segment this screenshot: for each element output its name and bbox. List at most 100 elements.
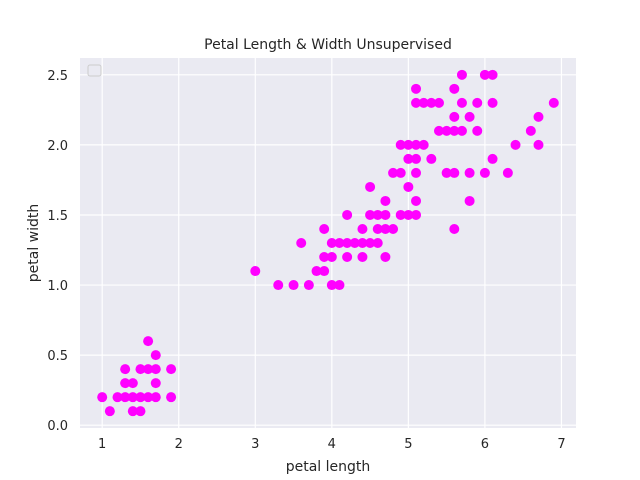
- data-point: [135, 392, 146, 403]
- data-point: [449, 167, 460, 178]
- data-point: [380, 195, 391, 206]
- data-point: [365, 209, 376, 220]
- data-point: [411, 83, 422, 94]
- data-point: [326, 238, 337, 248]
- data-point: [143, 364, 154, 375]
- data-point: [319, 266, 330, 277]
- x-tick-label: 2: [175, 437, 183, 452]
- data-point: [303, 280, 314, 291]
- data-point: [135, 406, 146, 417]
- data-point: [426, 153, 437, 164]
- data-point: [449, 223, 460, 234]
- data-point: [150, 350, 161, 361]
- data-point: [395, 167, 406, 178]
- data-point: [449, 111, 460, 122]
- data-point: [395, 139, 406, 150]
- y-tick-label: 2.5: [47, 69, 68, 84]
- data-point: [380, 223, 391, 234]
- x-tick-label: 3: [251, 437, 259, 452]
- data-point: [487, 153, 498, 164]
- data-point: [395, 209, 406, 220]
- data-point: [403, 209, 414, 220]
- data-point: [411, 139, 422, 150]
- data-point: [411, 167, 422, 178]
- data-point: [464, 195, 475, 206]
- data-point: [380, 209, 391, 220]
- data-point: [388, 223, 399, 234]
- data-point: [403, 139, 414, 150]
- data-point: [411, 97, 422, 108]
- data-point: [273, 280, 284, 291]
- data-point: [97, 392, 108, 403]
- data-point: [166, 364, 177, 375]
- y-tick-label: 0.0: [47, 419, 68, 434]
- data-point: [326, 280, 337, 291]
- data-point: [357, 223, 368, 234]
- data-point: [487, 69, 498, 80]
- data-point: [127, 392, 138, 403]
- data-point: [510, 139, 521, 150]
- data-point: [403, 181, 414, 192]
- data-point: [127, 378, 138, 389]
- data-point: [104, 406, 115, 417]
- data-point: [464, 167, 475, 178]
- data-point: [326, 252, 337, 263]
- x-tick-label: 4: [328, 437, 336, 452]
- data-point: [135, 364, 146, 375]
- data-point: [357, 238, 368, 248]
- data-point: [411, 209, 422, 220]
- data-point: [120, 392, 131, 403]
- data-point: [342, 238, 353, 248]
- data-point: [296, 238, 307, 248]
- legend-box: [87, 64, 102, 77]
- x-tick-label: 5: [404, 437, 412, 452]
- data-point: [166, 392, 177, 403]
- data-point: [533, 111, 544, 122]
- y-tick-label: 1.5: [47, 209, 68, 224]
- data-point: [456, 69, 467, 80]
- data-point: [319, 252, 330, 263]
- y-tick-labels: 0.0 0.5 1.0 1.5 2.0 2.5: [47, 69, 68, 434]
- data-point: [403, 153, 414, 164]
- data-point: [464, 111, 475, 122]
- y-axis-label: petal width: [26, 204, 42, 283]
- data-point: [433, 125, 444, 136]
- y-tick-label: 2.0: [47, 139, 68, 154]
- data-point: [342, 209, 353, 220]
- data-point: [548, 97, 559, 108]
- data-point: [449, 125, 460, 136]
- data-point: [342, 252, 353, 263]
- data-point: [120, 378, 131, 389]
- data-point: [120, 364, 131, 375]
- data-point: [357, 252, 368, 263]
- data-point: [365, 238, 376, 248]
- data-point: [479, 69, 490, 80]
- data-point: [426, 97, 437, 108]
- data-point: [449, 83, 460, 94]
- data-point: [456, 97, 467, 108]
- data-point: [441, 125, 452, 136]
- data-point: [112, 392, 123, 403]
- data-point: [472, 97, 483, 108]
- data-point: [441, 167, 452, 178]
- data-point: [388, 167, 399, 178]
- data-point: [349, 238, 360, 248]
- data-point: [380, 252, 391, 263]
- data-point: [411, 153, 422, 164]
- data-point: [418, 97, 429, 108]
- data-point: [525, 125, 536, 136]
- data-point: [143, 392, 154, 403]
- data-point: [127, 406, 138, 417]
- x-tick-label: 7: [557, 437, 565, 452]
- data-point: [472, 125, 483, 136]
- data-point: [372, 223, 383, 234]
- data-point: [365, 181, 376, 192]
- data-point: [288, 280, 299, 291]
- x-axis-label: petal length: [286, 459, 371, 475]
- data-point: [411, 195, 422, 206]
- chart-title: Petal Length & Width Unsupervised: [204, 37, 452, 53]
- x-tick-label: 6: [481, 437, 489, 452]
- data-point: [502, 167, 513, 178]
- x-tick-label: 1: [98, 437, 106, 452]
